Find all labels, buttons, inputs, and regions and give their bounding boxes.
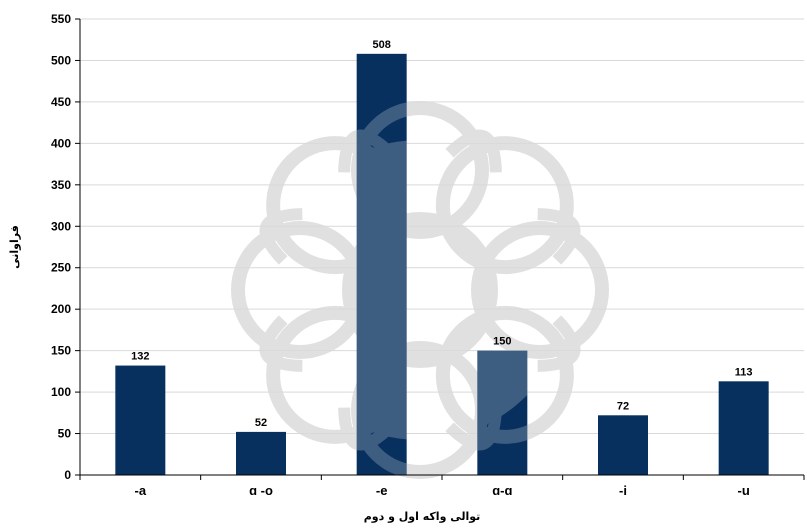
bar	[115, 365, 166, 475]
y-tick-label: 250	[51, 261, 71, 275]
y-tick-label: 150	[51, 344, 71, 358]
bar	[598, 415, 648, 475]
data-label: 113	[735, 366, 753, 378]
y-tick-label: 100	[51, 385, 71, 399]
bars	[115, 53, 769, 476]
data-label: 72	[617, 400, 629, 412]
data-label: 52	[255, 417, 267, 429]
x-tick-label: -a	[135, 483, 147, 498]
x-tick-label: ɑ -o	[249, 483, 273, 498]
gridlines	[75, 18, 804, 476]
x-tick-label: -e	[376, 483, 388, 498]
x-tick-label: -i	[619, 483, 627, 498]
y-tick-label: 400	[51, 136, 71, 150]
y-axis-title: فراوانی	[8, 225, 21, 269]
x-tick-labels: -a ɑ -o -e ɑ-ɑ -i -u	[79, 475, 805, 498]
x-tick-label: -u	[738, 483, 750, 498]
bar	[477, 350, 528, 475]
y-tick-label: 50	[58, 427, 72, 441]
bar	[236, 431, 286, 475]
x-tick-label: ɑ-ɑ	[492, 483, 512, 498]
y-tick-label: 200	[51, 302, 71, 316]
data-label: 132	[131, 351, 149, 363]
data-label: 150	[493, 336, 511, 348]
y-tick-label: 0	[64, 468, 71, 482]
bar	[718, 381, 769, 475]
y-tick-label: 300	[51, 219, 71, 233]
y-tick-label: 450	[51, 95, 71, 109]
y-tick-label: 550	[51, 12, 71, 26]
y-tick-labels: 0 50 100 150 200 250 300 350 400 450 500 550	[51, 12, 71, 482]
bar	[356, 53, 407, 476]
y-tick-label: 350	[51, 178, 71, 192]
y-tick-label: 500	[51, 53, 71, 67]
data-labels: 132 52 508 150 72 113	[131, 39, 752, 429]
x-axis-title: توالی واکه اول و دوم	[364, 510, 481, 523]
data-label: 508	[372, 39, 390, 51]
watermark-rosette	[231, 101, 609, 479]
